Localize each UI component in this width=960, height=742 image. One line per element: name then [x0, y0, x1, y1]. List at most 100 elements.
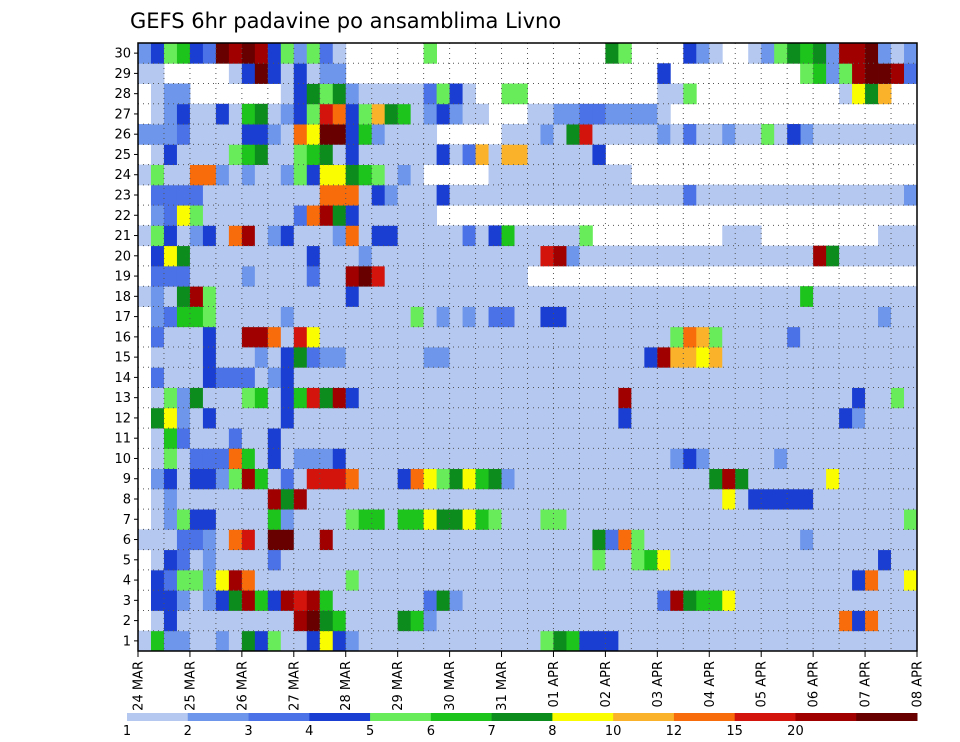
heatmap-cell	[553, 488, 567, 510]
heatmap-cell	[397, 184, 412, 206]
heatmap-cell	[852, 529, 866, 551]
heatmap-cell	[449, 144, 463, 165]
heatmap-cell	[579, 347, 593, 368]
heatmap-cell	[397, 144, 412, 165]
heatmap-cell	[150, 407, 165, 429]
heatmap-cell	[722, 448, 736, 469]
heatmap-cell	[163, 265, 178, 287]
heatmap-cell	[267, 144, 282, 165]
heatmap-cell	[865, 124, 879, 145]
heatmap-cell	[319, 83, 334, 105]
heatmap-cell	[670, 549, 684, 571]
heatmap-cell	[904, 124, 918, 145]
heatmap-cell	[215, 610, 230, 632]
heatmap-cell	[423, 428, 438, 449]
colorbar-swatch	[370, 713, 432, 721]
heatmap-cell	[839, 468, 853, 490]
heatmap-cell	[748, 549, 762, 571]
heatmap-cell	[657, 124, 671, 145]
heatmap-cell	[228, 63, 243, 84]
heatmap-cell	[553, 306, 567, 328]
heatmap-cell	[774, 347, 788, 368]
heatmap-cell	[748, 225, 762, 247]
heatmap-cell	[462, 529, 476, 551]
heatmap-cell	[865, 306, 879, 328]
heatmap-cell	[722, 549, 736, 571]
heatmap-cell	[631, 428, 645, 449]
heatmap-cell	[644, 569, 658, 591]
heatmap-cell	[280, 306, 295, 328]
colorbar-label: 12	[666, 724, 683, 739]
heatmap-cell	[449, 83, 463, 105]
heatmap-cell	[800, 184, 814, 206]
heatmap-cell	[189, 407, 204, 429]
heatmap-cell	[384, 488, 399, 510]
heatmap-cell	[540, 610, 554, 632]
heatmap-cell	[176, 347, 191, 368]
heatmap-cell	[501, 407, 515, 429]
heatmap-cell	[176, 205, 191, 226]
heatmap-cell	[163, 326, 178, 348]
heatmap-cell	[293, 225, 308, 247]
heatmap-cell	[514, 326, 528, 348]
heatmap-cell	[683, 630, 697, 652]
heatmap-cell	[735, 630, 749, 652]
heatmap-cell	[280, 509, 295, 530]
heatmap-cell	[254, 347, 269, 368]
heatmap-cell	[384, 529, 399, 551]
heatmap-cell	[332, 569, 347, 591]
heatmap-cell	[241, 468, 256, 490]
heatmap-cell	[189, 367, 204, 388]
heatmap-cell	[761, 509, 775, 530]
heatmap-cell	[319, 509, 334, 530]
heatmap-cell	[280, 83, 295, 105]
heatmap-cell	[800, 509, 814, 530]
heatmap-cell	[436, 590, 450, 611]
heatmap-cell	[579, 569, 593, 591]
heatmap-cell	[592, 103, 606, 125]
heatmap-cell	[683, 509, 697, 530]
heatmap-cell	[774, 124, 788, 145]
heatmap-cell	[514, 529, 528, 551]
heatmap-cell	[878, 549, 892, 571]
heatmap-cell	[748, 245, 762, 267]
heatmap-cell	[488, 387, 502, 409]
heatmap-cell	[215, 630, 230, 652]
heatmap-cell	[241, 164, 256, 186]
heatmap-cell	[709, 448, 723, 469]
heatmap-cell	[410, 326, 425, 348]
heatmap-cell	[644, 306, 658, 328]
heatmap-cell	[553, 549, 567, 571]
heatmap-cell	[345, 326, 360, 348]
heatmap-cell	[657, 590, 671, 611]
heatmap-cell	[228, 245, 243, 267]
heatmap-cell	[449, 509, 463, 530]
heatmap-cell	[488, 265, 502, 287]
heatmap-cell	[410, 286, 425, 307]
heatmap-cell	[423, 590, 438, 611]
heatmap-cell	[540, 144, 554, 165]
heatmap-cell	[371, 347, 386, 368]
heatmap-cell	[436, 610, 450, 632]
heatmap-cell	[371, 124, 386, 145]
heatmap-cell	[813, 407, 827, 429]
heatmap-cell	[319, 286, 334, 307]
heatmap-cell	[228, 428, 243, 449]
heatmap-cell	[514, 428, 528, 449]
heatmap-cell	[163, 225, 178, 247]
heatmap-cell	[176, 630, 191, 652]
heatmap-cell	[735, 407, 749, 429]
heatmap-cell	[683, 326, 697, 348]
heatmap-cell	[345, 286, 360, 307]
heatmap-cell	[683, 428, 697, 449]
heatmap-cell	[319, 184, 334, 206]
colorbar-label: 8	[548, 724, 556, 739]
heatmap-cell	[670, 184, 684, 206]
heatmap-cell	[345, 83, 360, 105]
heatmap-cell	[371, 407, 386, 429]
heatmap-cell	[514, 448, 528, 469]
heatmap-cell	[280, 428, 295, 449]
heatmap-cell	[579, 124, 593, 145]
heatmap-cell	[176, 367, 191, 388]
heatmap-cell	[176, 103, 191, 125]
